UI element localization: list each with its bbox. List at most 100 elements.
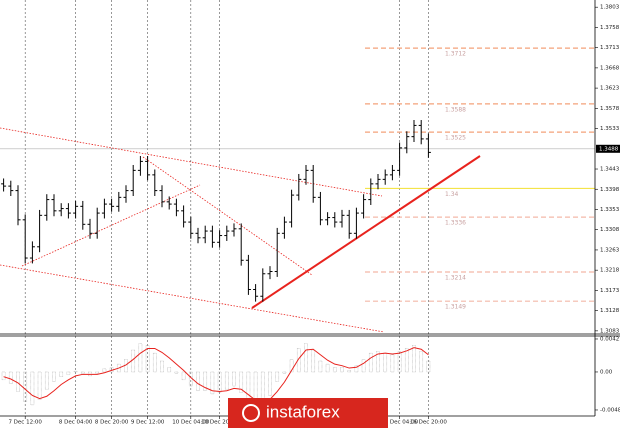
signal-line [3,347,429,403]
level-label: 1.3712 [445,51,466,58]
histogram-bar [73,370,78,373]
histogram-bar [390,354,395,373]
histogram-bar [131,349,136,373]
channel-line [21,184,201,267]
y-tick-label: -0.00485 [600,407,620,413]
histogram-bar [196,371,200,392]
level-label: 1.3336 [445,220,466,227]
level-label: 1.34 [445,191,459,198]
watermark-icon [242,404,260,422]
histogram-bar [275,371,280,382]
histogram-bar [289,359,294,373]
histogram-bar [188,371,193,387]
watermark-box [228,398,388,428]
channel-line [0,264,385,333]
histogram-bar [347,370,352,373]
y-tick-label: 1.3668 [600,65,620,71]
levels: 1.3712 1.3588 1.3525 1.34 1.3336 1.3214 1.3149 [0,47,595,311]
histogram-bar [23,371,28,402]
y-tick-label: 1.3083 [600,328,620,334]
histogram-bar [426,360,431,373]
histogram-bar [138,343,143,373]
level-label: 1.3214 [445,274,466,281]
histogram-bar [224,371,229,390]
histogram-bar [282,371,287,374]
histogram-bar [318,360,323,373]
histogram-bar [304,343,308,373]
histogram-bar [232,371,236,387]
histogram-bar [37,371,42,400]
last-price-box [596,144,620,153]
x-tick-label: 8 Dec 20:00 [95,420,129,426]
histogram-bar [59,371,64,377]
last-price-label: 1.3488 [599,146,619,152]
histogram-bar [404,348,409,373]
histogram-bar [311,349,316,373]
y-tick-label: 0.00 [600,369,613,375]
histogram-bar [203,371,208,392]
histogram-bar [361,359,366,373]
histogram-bar [152,352,157,373]
y-tick-label: 1.3353 [600,207,620,213]
level-label: 1.3525 [445,135,466,142]
histogram-bar [145,345,150,373]
histogram-bar [181,371,186,381]
histogram-bar [296,348,301,373]
histogram-bar [174,371,179,374]
y-tick-label: 1.3263 [600,247,620,253]
watermark: instaforex [228,398,388,428]
x-tick-label: 16 Dec 20:00 [410,420,447,426]
histogram-bar [52,371,56,382]
histogram-bar [16,371,20,392]
channel-line [142,156,313,276]
histogram-bar [66,371,71,375]
y-tick-label: 1.3533 [600,126,620,132]
histogram-bar [246,371,251,402]
histogram-bar [340,367,344,373]
trend-line [251,155,481,309]
histogram-bar [412,345,416,373]
y-tick-label: 1.3308 [600,227,620,233]
histogram-bar [8,371,13,384]
histogram-bar [109,367,114,373]
histogram-bar [1,371,6,381]
x-tick-label: 10 Dec 04:00 [172,420,209,426]
histogram-bar [325,363,330,373]
y-tick-label: 0.00421 [600,336,620,342]
y-tick-label: 1.3128 [600,308,620,314]
histogram-bar [354,365,359,373]
histogram-bar [253,371,258,407]
histogram-bar [376,351,380,373]
histogram-bar [95,371,100,374]
histogram-bar [44,371,49,390]
x-tick-label: 8 Dec 04:00 [59,420,93,426]
x-tick-label: 9 Dec 12:00 [131,420,165,426]
histogram-bar [260,371,265,402]
x-tick-label: 16 Dec 04:00 [381,420,418,426]
histogram-bar [397,351,402,373]
histogram-bar [167,367,172,373]
y-tick-label: 1.3443 [600,167,620,173]
histogram-bar [268,371,272,396]
histogram-bar [332,367,337,373]
histogram-bar [210,371,215,395]
histogram-bar [419,351,424,373]
y-tick-label: 1.3398 [600,187,620,193]
x-tick-label: 10 Dec 20:00 [201,420,238,426]
histogram-bar [80,371,85,374]
y-tick-label: 1.3623 [600,86,620,92]
histogram-bar [160,360,164,373]
histogram-bar [368,352,373,373]
watermark-text: instaforex [266,402,340,421]
level-label: 1.3149 [445,304,466,311]
bars [1,120,431,407]
trend-lines [0,127,481,333]
level-label: 1.3588 [445,106,466,113]
y-tick-label: 1.3218 [600,268,620,274]
histogram-bar [102,368,107,373]
y-tick-label: 1.3173 [600,288,620,294]
y-tick-label: 1.3803 [600,5,620,11]
